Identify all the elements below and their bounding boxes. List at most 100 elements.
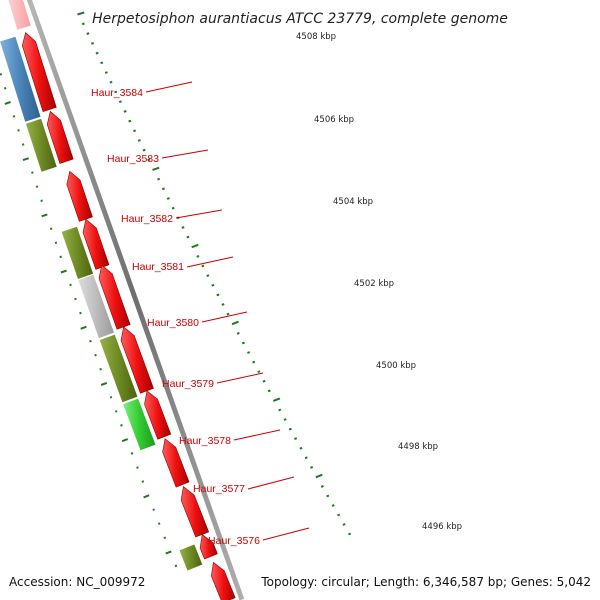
gene-label-haur-3578[interactable]: Haur_3578 xyxy=(179,435,231,447)
leader-line-haur-3577 xyxy=(247,476,295,490)
cog-feature-haur-3584[interactable] xyxy=(0,36,41,122)
leader-line-haur-3580 xyxy=(201,311,248,323)
outer-tick-ring xyxy=(77,11,352,536)
cog-feature-haur-3579[interactable] xyxy=(99,334,138,403)
outer-tick xyxy=(211,283,215,287)
accession-text: Accession: NC_009972 xyxy=(9,575,145,589)
inner-tick xyxy=(21,143,25,146)
inner-tick xyxy=(141,480,145,483)
outer-tick xyxy=(142,148,146,152)
outer-tick xyxy=(342,523,346,526)
inner-tick xyxy=(17,129,20,132)
leader-line-haur-3581 xyxy=(186,256,234,268)
outer-tick xyxy=(206,274,210,278)
gene-arrow-haur-3583[interactable] xyxy=(46,110,74,164)
inner-tick xyxy=(157,522,161,525)
outer-tick xyxy=(114,90,118,94)
outer-tick xyxy=(171,206,175,210)
outer-tick xyxy=(252,360,256,364)
outer-tick xyxy=(95,51,99,55)
gene-label-haur-3577[interactable]: Haur_3577 xyxy=(193,483,245,495)
inner-tick xyxy=(79,311,82,315)
leader-line-haur-3578 xyxy=(233,429,281,441)
gene-label-haur-3579[interactable]: Haur_3579 xyxy=(162,378,214,390)
inner-tick xyxy=(165,550,172,555)
outer-tick xyxy=(288,427,292,431)
inner-tick xyxy=(60,269,67,274)
outer-tick xyxy=(294,437,298,441)
gene-label-haur-3576[interactable]: Haur_3576 xyxy=(208,535,260,547)
outer-tick xyxy=(133,129,137,133)
topology-text: Topology: circular; Length: 6,346,587 bp… xyxy=(260,575,591,589)
cog-feature-haur-3581[interactable] xyxy=(61,226,94,279)
gene-label-haur-3584[interactable]: Haur_3584 xyxy=(91,87,143,99)
gene-arrow-haur-3584[interactable] xyxy=(21,32,57,112)
inner-tick xyxy=(100,381,108,386)
inner-tick xyxy=(109,395,113,399)
leader-line-haur-3584 xyxy=(145,81,193,93)
gene-arrow-haur-3582[interactable] xyxy=(66,170,93,222)
inner-tick xyxy=(0,73,3,76)
inner-tick xyxy=(12,115,16,118)
gene-arrow-extra[interactable] xyxy=(199,533,218,560)
kbp-label-4508: 4508 kbp xyxy=(296,32,336,42)
outer-tick xyxy=(283,418,287,421)
outer-tick xyxy=(262,379,266,383)
leader-line-haur-3583 xyxy=(161,149,209,159)
outer-tick xyxy=(331,504,335,507)
outer-tick xyxy=(226,312,230,316)
kbp-label-4504: 4504 kbp xyxy=(333,197,373,207)
kbp-label-4498: 4498 kbp xyxy=(398,442,438,452)
inner-tick xyxy=(59,255,63,259)
inner-tick xyxy=(136,466,139,469)
inner-tick xyxy=(41,213,48,218)
outer-tick xyxy=(257,370,261,374)
outer-tick xyxy=(348,532,352,536)
cog-feature-haur-3580[interactable] xyxy=(78,274,114,339)
outer-tick xyxy=(128,119,132,123)
leader-line-haur-3579 xyxy=(216,372,264,384)
outer-tick xyxy=(181,226,185,229)
inner-tick xyxy=(99,367,102,371)
inner-tick xyxy=(74,297,77,301)
outer-tick xyxy=(157,177,161,181)
inner-tick xyxy=(40,199,43,202)
outer-tick xyxy=(267,389,271,393)
outer-tick xyxy=(326,494,330,498)
gene-label-haur-3580[interactable]: Haur_3580 xyxy=(147,317,199,329)
gene-arrow-next[interactable] xyxy=(210,561,236,600)
outer-tick xyxy=(166,197,170,200)
cog-feature-haur-3578[interactable] xyxy=(123,398,156,451)
gene-label-haur-3581[interactable]: Haur_3581 xyxy=(132,261,184,273)
gene-arrow-haur-3577[interactable] xyxy=(162,438,190,488)
cog-feature-haur-3576-cog[interactable] xyxy=(179,544,203,571)
inner-tick xyxy=(31,171,34,174)
map-title: Herpetosiphon aurantiacus ATCC 23779, co… xyxy=(92,11,508,27)
outer-tick xyxy=(109,80,113,84)
outer-tick xyxy=(315,473,323,479)
gene-label-leaders xyxy=(145,81,310,541)
kbp-label-4502: 4502 kbp xyxy=(354,279,394,289)
gene-arrow-previous[interactable] xyxy=(6,0,31,30)
outer-tick xyxy=(310,465,314,469)
outer-tick xyxy=(123,110,127,113)
outer-tick xyxy=(91,42,94,45)
inner-tick xyxy=(152,508,155,511)
outer-tick xyxy=(299,446,303,450)
gene-arrow-haur-3578[interactable] xyxy=(144,390,172,440)
gene-label-haur-3583[interactable]: Haur_3583 xyxy=(107,153,159,165)
outer-tick xyxy=(137,139,141,142)
cog-feature-haur-3583[interactable] xyxy=(25,118,57,172)
kbp-label-4506: 4506 kbp xyxy=(314,115,354,125)
gene-label-haur-3582[interactable]: Haur_3582 xyxy=(121,213,173,225)
genome-backbone xyxy=(26,0,245,600)
outer-tick xyxy=(221,303,225,306)
inner-tick xyxy=(89,339,92,343)
outer-tick xyxy=(216,293,220,297)
outer-tick xyxy=(152,166,160,171)
outer-tick xyxy=(191,243,199,249)
inner-tick xyxy=(54,241,58,245)
inner-tick xyxy=(120,424,123,427)
